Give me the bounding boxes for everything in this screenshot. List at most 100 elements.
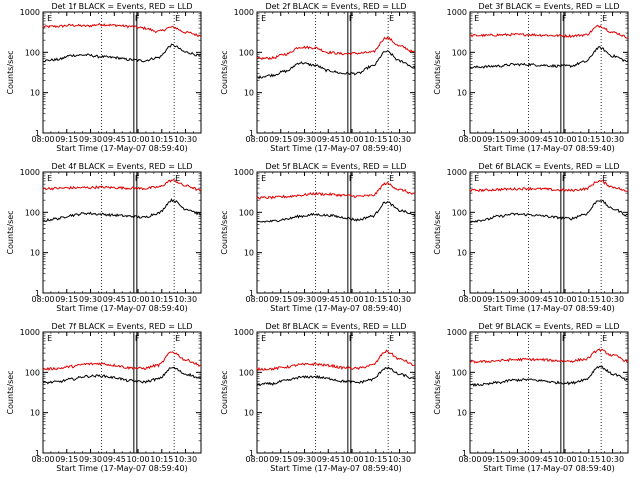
y-tick-label: 100 bbox=[452, 208, 467, 217]
x-tick-label: 10:00 bbox=[341, 295, 364, 304]
marker-label: E bbox=[389, 14, 394, 23]
marker-label: F bbox=[349, 334, 354, 343]
y-tick-label: 1000 bbox=[447, 8, 467, 17]
x-tick-label: 10:15 bbox=[577, 455, 600, 464]
y-tick-label: 1 bbox=[35, 129, 40, 138]
y-tick-label: 10 bbox=[457, 89, 467, 98]
y-axis-label: Counts/sec bbox=[433, 210, 442, 254]
marker-label: F bbox=[562, 174, 567, 183]
marker-label: F bbox=[135, 334, 140, 343]
x-tick-label: 09:15 bbox=[269, 455, 292, 464]
x-tick-label: 09:30 bbox=[506, 455, 529, 464]
panel-title: Det 1f BLACK = Events, RED = LLD bbox=[51, 2, 192, 11]
marker-label: F bbox=[135, 174, 140, 183]
x-tick-label: 09:15 bbox=[55, 135, 78, 144]
y-tick-label: 1000 bbox=[20, 8, 40, 17]
x-tick-label: 10:00 bbox=[127, 455, 150, 464]
x-axis-label: Start Time (17-May-07 08:59:40) bbox=[56, 144, 187, 153]
panel-title: Det 2f BLACK = Events, RED = LLD bbox=[265, 2, 406, 11]
plot-frame bbox=[42, 331, 202, 454]
y-axis-label: Counts/sec bbox=[6, 210, 15, 254]
x-tick-label: 10:00 bbox=[554, 455, 577, 464]
x-tick-label: 08:00 bbox=[458, 295, 481, 304]
marker-label: F bbox=[349, 14, 354, 23]
panel-3: Det 3f BLACK = Events, RED = LLD Counts/s… bbox=[433, 2, 629, 153]
y-tick-label: 1000 bbox=[20, 328, 40, 337]
y-tick-label: 1000 bbox=[20, 168, 40, 177]
y-tick-label: 1000 bbox=[447, 328, 467, 337]
x-tick-label: 08:00 bbox=[458, 135, 481, 144]
series-lld-line bbox=[42, 351, 202, 371]
y-tick-label: 100 bbox=[25, 368, 40, 377]
series-lld-line bbox=[256, 349, 415, 372]
x-tick-label: 08:00 bbox=[31, 295, 54, 304]
x-tick-label: 10:30 bbox=[601, 455, 624, 464]
marker-label: E bbox=[261, 334, 266, 343]
plot-frame bbox=[42, 11, 202, 134]
series-events-line bbox=[469, 46, 629, 69]
y-tick-label: 1 bbox=[249, 449, 254, 458]
x-tick-label: 09:45 bbox=[103, 455, 126, 464]
marker-label: F bbox=[562, 14, 567, 23]
x-tick-label: 10:30 bbox=[388, 295, 411, 304]
x-tick-label: 09:45 bbox=[103, 295, 126, 304]
series-lld-line bbox=[42, 22, 202, 38]
marker-label: E bbox=[602, 174, 607, 183]
x-tick-label: 10:30 bbox=[174, 135, 197, 144]
x-tick-label: 09:30 bbox=[79, 295, 102, 304]
x-tick-label: 08:00 bbox=[31, 455, 54, 464]
series-events-line bbox=[43, 43, 202, 63]
series-events-line bbox=[42, 366, 202, 385]
panel-6: Det 6f BLACK = Events, RED = LLD Counts/s… bbox=[433, 162, 629, 313]
series-events-line bbox=[256, 201, 416, 223]
plot-frame bbox=[256, 171, 416, 294]
x-tick-label: 09:30 bbox=[79, 455, 102, 464]
x-tick-label: 10:15 bbox=[150, 295, 173, 304]
series-events-line bbox=[256, 366, 416, 387]
x-tick-label: 08:00 bbox=[245, 135, 268, 144]
plot-frame bbox=[469, 11, 629, 134]
series-events-line bbox=[469, 365, 629, 388]
y-tick-label: 10 bbox=[244, 249, 254, 258]
x-axis-label: Start Time (17-May-07 08:59:40) bbox=[483, 144, 614, 153]
y-tick-label: 1 bbox=[462, 289, 467, 298]
y-tick-label: 1 bbox=[462, 129, 467, 138]
x-tick-label: 09:45 bbox=[317, 295, 340, 304]
marker-label: E bbox=[602, 334, 607, 343]
x-tick-label: 09:45 bbox=[317, 455, 340, 464]
panel-title: Det 4f BLACK = Events, RED = LLD bbox=[51, 162, 192, 171]
y-tick-label: 10 bbox=[244, 89, 254, 98]
x-tick-label: 10:30 bbox=[174, 295, 197, 304]
x-tick-label: 10:30 bbox=[388, 135, 411, 144]
series-lld-line bbox=[256, 36, 416, 61]
x-tick-label: 10:30 bbox=[601, 295, 624, 304]
x-tick-label: 09:15 bbox=[482, 295, 505, 304]
y-tick-label: 1 bbox=[35, 289, 40, 298]
marker-label: E bbox=[175, 174, 180, 183]
y-axis-label: Counts/sec bbox=[433, 370, 442, 414]
x-axis-label: Start Time (17-May-07 08:59:40) bbox=[270, 144, 401, 153]
y-tick-label: 100 bbox=[239, 48, 254, 57]
y-axis-label: Counts/sec bbox=[6, 370, 15, 414]
panel-title: Det 7f BLACK = Events, RED = LLD bbox=[51, 322, 192, 331]
series-lld-line bbox=[42, 179, 202, 192]
y-tick-label: 10 bbox=[457, 249, 467, 258]
panel-1: Det 1f BLACK = Events, RED = LLD Counts/s… bbox=[6, 2, 202, 153]
panel-title: Det 6f BLACK = Events, RED = LLD bbox=[478, 162, 619, 171]
y-tick-label: 100 bbox=[452, 368, 467, 377]
x-tick-label: 09:15 bbox=[482, 455, 505, 464]
marker-label: E bbox=[47, 14, 52, 23]
x-tick-label: 09:30 bbox=[79, 135, 102, 144]
series-lld-line bbox=[469, 348, 629, 364]
y-axis-label: Counts/sec bbox=[433, 50, 442, 94]
x-tick-label: 10:00 bbox=[127, 295, 150, 304]
x-tick-label: 10:15 bbox=[150, 135, 173, 144]
panel-title: Det 3f BLACK = Events, RED = LLD bbox=[478, 2, 619, 11]
x-tick-label: 09:30 bbox=[506, 135, 529, 144]
marker-label: E bbox=[474, 14, 479, 23]
y-axis-label: Counts/sec bbox=[220, 210, 229, 254]
y-tick-label: 1 bbox=[462, 449, 467, 458]
y-axis-label: Counts/sec bbox=[6, 50, 15, 94]
x-tick-label: 10:00 bbox=[554, 295, 577, 304]
x-tick-label: 10:00 bbox=[554, 135, 577, 144]
